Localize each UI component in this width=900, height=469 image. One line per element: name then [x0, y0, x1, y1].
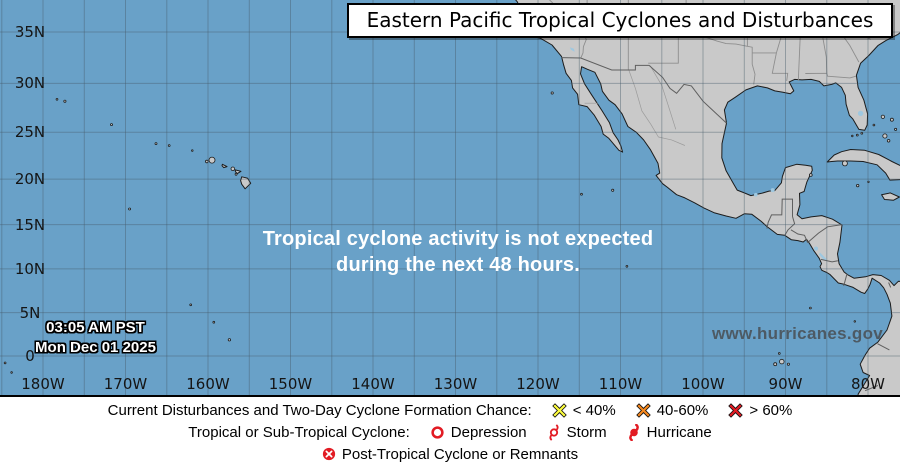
legend-item-high-chance: > 60% — [728, 400, 792, 421]
watermark: www.hurricanes.gov — [712, 324, 884, 343]
lat-tick-label: 25N — [14, 123, 46, 142]
lon-tick-label: 80W — [851, 374, 885, 393]
lat-tick-label: 0 — [25, 347, 35, 365]
lon-tick-label: 90W — [768, 374, 803, 393]
legend-item-text: Storm — [566, 423, 607, 441]
depression-icon — [431, 425, 444, 439]
lon-tick-label: 180W — [21, 374, 65, 393]
lon-tick-label: 150W — [268, 374, 313, 393]
legend-item-text: 40-60% — [656, 401, 709, 419]
x-mid-icon — [635, 402, 651, 418]
no-activity-message: Tropical cyclone activity is not expecte… — [188, 226, 728, 278]
legend-row-cyclone-types: Tropical or Sub-Tropical Cyclone: Depres… — [188, 422, 712, 443]
lon-tick-label: 130W — [433, 374, 478, 393]
timestamp: 03:05 AM PST Mon Dec 01 2025 — [18, 318, 173, 358]
x-high-icon — [728, 402, 744, 418]
storm-icon — [549, 423, 559, 441]
legend-row-formation-chance: Current Disturbances and Two-Day Cyclone… — [108, 400, 793, 421]
legend-item-low-chance: < 40% — [551, 400, 616, 421]
lat-tick-label: 35N — [14, 23, 46, 41]
message-line1: Tropical cyclone activity is not expecte… — [262, 228, 654, 250]
lat-tick-label: 5N — [19, 303, 41, 322]
legend-item-text: Depression — [450, 423, 527, 441]
lat-tick-label: 15N — [14, 215, 46, 234]
lat-tick-label: 10N — [14, 259, 46, 278]
lat-tick-label: 20N — [14, 170, 46, 189]
pacific-basin-map — [0, 0, 900, 395]
lon-tick-label: 140W — [351, 374, 395, 393]
legend: Current Disturbances and Two-Day Cyclone… — [0, 397, 900, 467]
legend-row-post-tropical: Post-Tropical Cyclone or Remnants — [322, 444, 578, 465]
hurricane-icon — [628, 423, 639, 441]
legend-item-storm: Storm — [547, 422, 607, 443]
legend-item-hurricane: Hurricane — [627, 422, 712, 443]
legend-item-mid-chance: 40-60% — [635, 400, 709, 421]
legend-item-text: > 60% — [749, 401, 793, 419]
legend-item-text: Post-Tropical Cyclone or Remnants — [341, 445, 579, 463]
post-tropical-icon — [322, 447, 336, 461]
lat-tick-label: 30N — [14, 74, 46, 93]
message-line2: during the next 48 hours. — [336, 254, 580, 276]
legend-item-depression: Depression — [430, 422, 527, 443]
legend-item-text: < 40% — [572, 401, 616, 419]
lon-tick-label: 160W — [186, 374, 230, 393]
legend-row1-label: Current Disturbances and Two-Day Cyclone… — [107, 401, 532, 419]
lon-tick-label: 120W — [516, 374, 560, 393]
legend-item-text: Hurricane — [646, 423, 712, 441]
legend-row2-label: Tropical or Sub-Tropical Cyclone: — [188, 423, 410, 441]
lon-tick-label: 100W — [681, 374, 725, 393]
lon-tick-label: 110W — [598, 374, 643, 393]
lon-tick-label: 170W — [103, 374, 148, 393]
map-area[interactable]: 35N 30N 25N 20N 15N 10N 5N 0 180W 170W 160W 150W 140… — [0, 0, 900, 397]
legend-item-post-tropical: Post-Tropical Cyclone or Remnants — [322, 444, 578, 465]
map-title: Eastern Pacific Tropical Cyclones and Di… — [347, 3, 893, 38]
x-low-icon — [551, 402, 567, 418]
timestamp-time: 03:05 AM PST — [46, 319, 145, 336]
timestamp-date: Mon Dec 01 2025 — [35, 339, 156, 356]
